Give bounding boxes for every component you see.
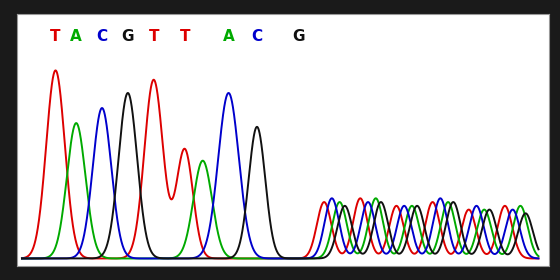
Text: T: T [148,29,159,44]
Text: G: G [122,29,134,44]
Text: C: C [251,29,263,44]
Text: T: T [179,29,190,44]
Text: A: A [71,29,82,44]
Text: C: C [96,29,108,44]
Text: G: G [292,29,305,44]
Text: A: A [223,29,235,44]
Text: T: T [50,29,61,44]
